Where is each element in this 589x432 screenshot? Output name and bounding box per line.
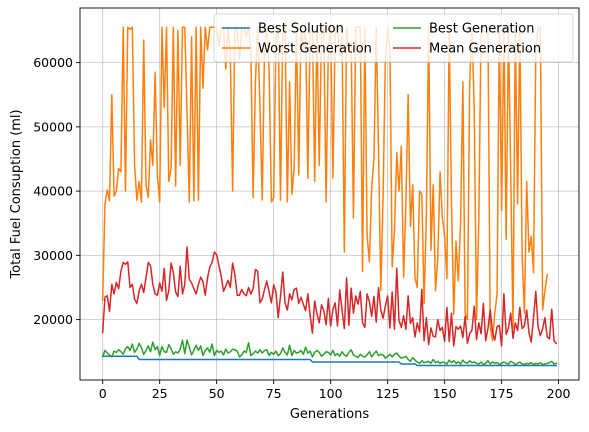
x-tick-label: 25 [152,386,168,401]
y-tick-label: 60000 [33,55,73,70]
series-line-best-generation [101,339,558,366]
x-tick-label: 200 [547,386,571,401]
series-line-mean-generation [101,246,558,347]
legend-label-worst-generation: Worst Generation [258,42,372,57]
y-tick-label: 40000 [33,184,73,199]
y-tick-label: 20000 [33,312,73,327]
x-tick-label: 50 [209,386,225,401]
legend-label-best-solution: Best Solution [258,22,344,37]
x-tick-label: 75 [266,386,282,401]
legend: Best Solution Worst Generation Best Gene… [213,13,574,63]
x-tick-label: 100 [319,386,343,401]
legend-box [213,13,574,63]
y-tick-label: 50000 [33,119,73,134]
x-tick-label: 0 [99,386,107,401]
legend-label-best-generation: Best Generation [429,22,534,37]
axes-frame [79,7,580,381]
ticks: 0 25 50 75 100 125 150 175 200 20000 30000 40000 500… [33,55,570,401]
series-layer [101,26,558,367]
x-tick-label: 175 [490,386,514,401]
x-axis-title: Generations [290,407,370,422]
x-tick-label: 150 [433,386,457,401]
series-line-worst-generation [101,26,549,342]
y-axis-title: Total Fuel Consuption (ml) [9,109,24,279]
legend-label-mean-generation: Mean Generation [429,42,541,57]
y-tick-label: 30000 [33,248,73,263]
x-tick-label: 125 [376,386,400,401]
series-line-best-solution [101,355,558,367]
